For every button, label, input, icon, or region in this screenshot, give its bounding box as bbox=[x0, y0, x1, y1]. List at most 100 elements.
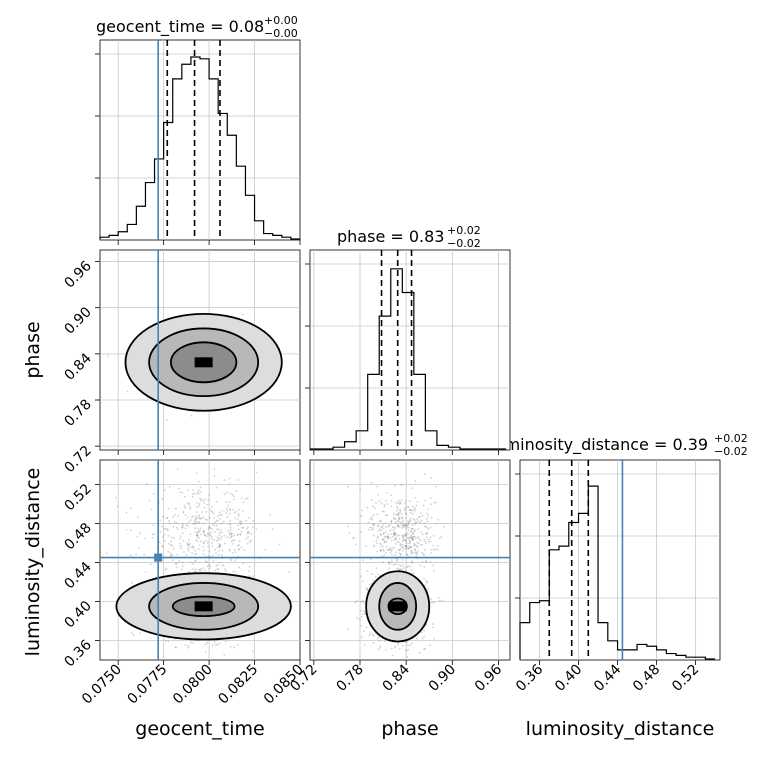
panel-geocent-time-vs-luminosity-distance-secondary-point bbox=[215, 552, 217, 554]
panel-phase-vs-luminosity-distance-main-point bbox=[356, 616, 358, 619]
panel-geocent-time-vs-luminosity-distance-secondary-point bbox=[219, 543, 222, 546]
panel-geocent-time-vs-luminosity-distance-secondary-point bbox=[218, 542, 221, 545]
hist-phase-steps bbox=[310, 268, 507, 450]
panel-geocent-time-vs-luminosity-distance-secondary-point bbox=[195, 552, 198, 555]
panel-geocent-time-vs-luminosity-distance-secondary-point bbox=[237, 544, 240, 547]
panel-phase-vs-luminosity-distance-main-point bbox=[407, 648, 410, 651]
panel-geocent-time-vs-luminosity-distance-secondary-point bbox=[223, 479, 226, 481]
panel-geocent-time-vs-luminosity-distance-secondary-point bbox=[218, 534, 221, 537]
panel-phase-vs-luminosity-distance-secondary-point bbox=[394, 527, 396, 530]
panel-geocent-time-vs-luminosity-distance-secondary-point bbox=[182, 523, 184, 525]
panel-geocent-time-vs-luminosity-distance-secondary-point bbox=[197, 489, 200, 491]
panel-phase-vs-luminosity-distance-main-point bbox=[358, 618, 361, 620]
panel-geocent-time-vs-luminosity-distance-secondary-point bbox=[125, 511, 128, 514]
panel-geocent-time-vs-luminosity-distance-main-point bbox=[192, 642, 195, 644]
panel-geocent-time-vs-luminosity-distance-secondary-point bbox=[191, 515, 194, 518]
panel-geocent-time-vs-luminosity-distance-secondary-point bbox=[188, 502, 191, 505]
panel-geocent-time-vs-luminosity-distance-secondary-point bbox=[212, 554, 215, 557]
panel-geocent-time-vs-luminosity-distance-secondary-point bbox=[186, 541, 189, 544]
panel-phase-vs-luminosity-distance-secondary-point bbox=[402, 526, 405, 529]
panel-geocent-time-vs-luminosity-distance-secondary-point bbox=[189, 561, 192, 564]
panel-geocent-time-vs-luminosity-distance-secondary-point bbox=[208, 525, 211, 528]
panel-geocent-time-vs-luminosity-distance-secondary-point bbox=[186, 501, 189, 504]
panel-geocent-time-vs-luminosity-distance-secondary-point bbox=[218, 532, 221, 534]
panel-phase-vs-luminosity-distance-secondary-point bbox=[401, 540, 404, 542]
panel-geocent-time-vs-luminosity-distance-secondary-point bbox=[237, 512, 240, 515]
panel-phase-vs-luminosity-distance-secondary-point bbox=[397, 523, 400, 526]
panel-geocent-time-vs-luminosity-distance-secondary-point bbox=[211, 511, 214, 513]
panel-phase-vs-luminosity-distance-main-point bbox=[430, 601, 433, 604]
panel-phase-vs-luminosity-distance-secondary-point bbox=[368, 528, 370, 531]
panel-geocent-time-vs-luminosity-distance-secondary-point bbox=[125, 528, 128, 531]
panel-geocent-time-vs-luminosity-distance-secondary-point bbox=[228, 483, 231, 486]
panel-phase-vs-luminosity-distance-secondary-point bbox=[414, 543, 416, 546]
panel-phase-vs-luminosity-distance-main-point bbox=[423, 577, 425, 580]
panel-geocent-time-vs-luminosity-distance-secondary-point bbox=[191, 545, 194, 548]
panel-phase-vs-luminosity-distance-secondary-point bbox=[440, 535, 443, 538]
panel-geocent-time-vs-luminosity-distance-secondary-point bbox=[199, 529, 201, 532]
panel-phase-vs-luminosity-distance-secondary-point bbox=[413, 544, 416, 547]
panel-geocent-time-vs-luminosity-distance-secondary-point bbox=[195, 511, 198, 514]
panel-geocent-time-vs-luminosity-distance-secondary-point bbox=[228, 477, 231, 480]
panel-geocent-time-vs-luminosity-distance-secondary-point bbox=[226, 536, 229, 539]
panel-geocent-time-vs-luminosity-distance-secondary-point bbox=[238, 528, 240, 531]
panel-geocent-time-vs-luminosity-distance-secondary-point bbox=[199, 527, 202, 530]
panel-phase-vs-luminosity-distance-main-point bbox=[364, 612, 366, 615]
panel-phase-vs-luminosity-distance-secondary-point bbox=[383, 541, 386, 543]
panel-geocent-time-vs-luminosity-distance-secondary-point bbox=[163, 489, 166, 492]
panel-phase-vs-luminosity-distance-secondary-point bbox=[390, 533, 392, 535]
panel-geocent-time-vs-luminosity-distance-secondary-point bbox=[248, 575, 250, 578]
panel-phase-vs-luminosity-distance-main-point bbox=[406, 655, 408, 658]
panel-geocent-time-vs-luminosity-distance-secondary-point bbox=[247, 526, 249, 528]
panel-geocent-time-vs-luminosity-distance-main-point bbox=[132, 634, 135, 636]
panel-geocent-time-vs-luminosity-distance-secondary-point bbox=[239, 533, 242, 536]
panel-geocent-time-vs-luminosity-distance-secondary-point bbox=[143, 553, 146, 556]
panel-geocent-time-vs-luminosity-distance-secondary-point bbox=[228, 548, 231, 551]
panel-geocent-time-vs-luminosity-distance-secondary-point bbox=[200, 569, 202, 572]
panel-geocent-time-vs-luminosity-distance-secondary-point bbox=[161, 525, 163, 528]
xlabel-phase: phase bbox=[381, 718, 438, 740]
title-geocent-time: geocent_time = 0.08 bbox=[96, 17, 264, 37]
panel-phase-vs-luminosity-distance-main-point bbox=[424, 647, 427, 650]
panel-geocent-time-vs-luminosity-distance-secondary-point bbox=[226, 491, 228, 494]
panel-geocent-time-vs-luminosity-distance-secondary-point bbox=[171, 559, 174, 562]
panel-phase-vs-luminosity-distance-main-point bbox=[363, 643, 366, 646]
panel-geocent-time-vs-luminosity-distance-secondary-point bbox=[209, 516, 211, 519]
panel-phase-vs-luminosity-distance-secondary-point bbox=[387, 537, 389, 540]
panel-phase-vs-luminosity-distance-secondary-point bbox=[407, 524, 410, 526]
panel-phase-vs-luminosity-distance-secondary-point bbox=[398, 517, 401, 520]
panel-geocent-time-vs-luminosity-distance-secondary-point bbox=[233, 498, 236, 501]
panel-geocent-time-vs-luminosity-distance-secondary-point bbox=[199, 486, 202, 489]
panel-geocent-time-vs-luminosity-distance-secondary-point bbox=[226, 515, 229, 518]
panel-phase-vs-luminosity-distance-secondary-point bbox=[391, 554, 393, 556]
panel-phase-vs-luminosity-distance-main-point bbox=[433, 601, 435, 604]
panel-geocent-time-vs-luminosity-distance-secondary-point bbox=[207, 555, 210, 557]
panel-geocent-time-vs-luminosity-distance-secondary-point bbox=[161, 545, 164, 548]
panel-geocent-time-vs-luminosity-distance-secondary-point bbox=[223, 534, 226, 537]
panel-phase-vs-luminosity-distance-secondary-point bbox=[408, 536, 411, 539]
panel-geocent-time-vs-luminosity-distance-secondary-point bbox=[174, 562, 177, 565]
panel-geocent-time-vs-luminosity-distance-secondary-point bbox=[202, 541, 205, 544]
panel-geocent-time-vs-phase-contour-0 bbox=[170, 341, 238, 384]
panel-geocent-time-vs-luminosity-distance-secondary-point bbox=[221, 549, 224, 552]
panel-phase-vs-luminosity-distance-secondary-point bbox=[390, 520, 393, 523]
panel-phase-vs-luminosity-distance-secondary-point bbox=[399, 543, 401, 546]
panel-geocent-time-vs-luminosity-distance-secondary-point bbox=[165, 517, 168, 519]
panel-geocent-time-vs-luminosity-distance-secondary-point bbox=[172, 548, 175, 550]
panel-geocent-time-vs-luminosity-distance-secondary-point bbox=[207, 527, 210, 530]
panel-geocent-time-vs-phase-content bbox=[107, 250, 283, 450]
panel-geocent-time-vs-luminosity-distance-secondary-point bbox=[116, 505, 119, 508]
panel-geocent-time-vs-luminosity-distance-main-point bbox=[219, 561, 221, 564]
panel-geocent-time-vs-luminosity-distance-secondary-point bbox=[194, 570, 197, 573]
panel-phase-vs-luminosity-distance-secondary-point bbox=[407, 532, 409, 535]
panel-phase-vs-luminosity-distance-secondary-point bbox=[412, 536, 415, 538]
panel-geocent-time-vs-luminosity-distance-secondary-point bbox=[213, 517, 216, 519]
panel-geocent-time-vs-luminosity-distance-secondary-point bbox=[198, 530, 201, 533]
panel-geocent-time-vs-luminosity-distance-secondary-point bbox=[224, 542, 226, 545]
panel-geocent-time-vs-luminosity-distance-main-point bbox=[184, 644, 187, 646]
panel-geocent-time-vs-luminosity-distance-main-point bbox=[190, 641, 192, 644]
panel-phase-vs-luminosity-distance-main-point bbox=[379, 646, 381, 649]
panel-phase-vs-luminosity-distance-secondary-point bbox=[413, 529, 416, 531]
panel-geocent-time-vs-luminosity-distance-main-point bbox=[175, 646, 178, 649]
panel-phase-vs-luminosity-distance-secondary-point bbox=[405, 517, 407, 519]
